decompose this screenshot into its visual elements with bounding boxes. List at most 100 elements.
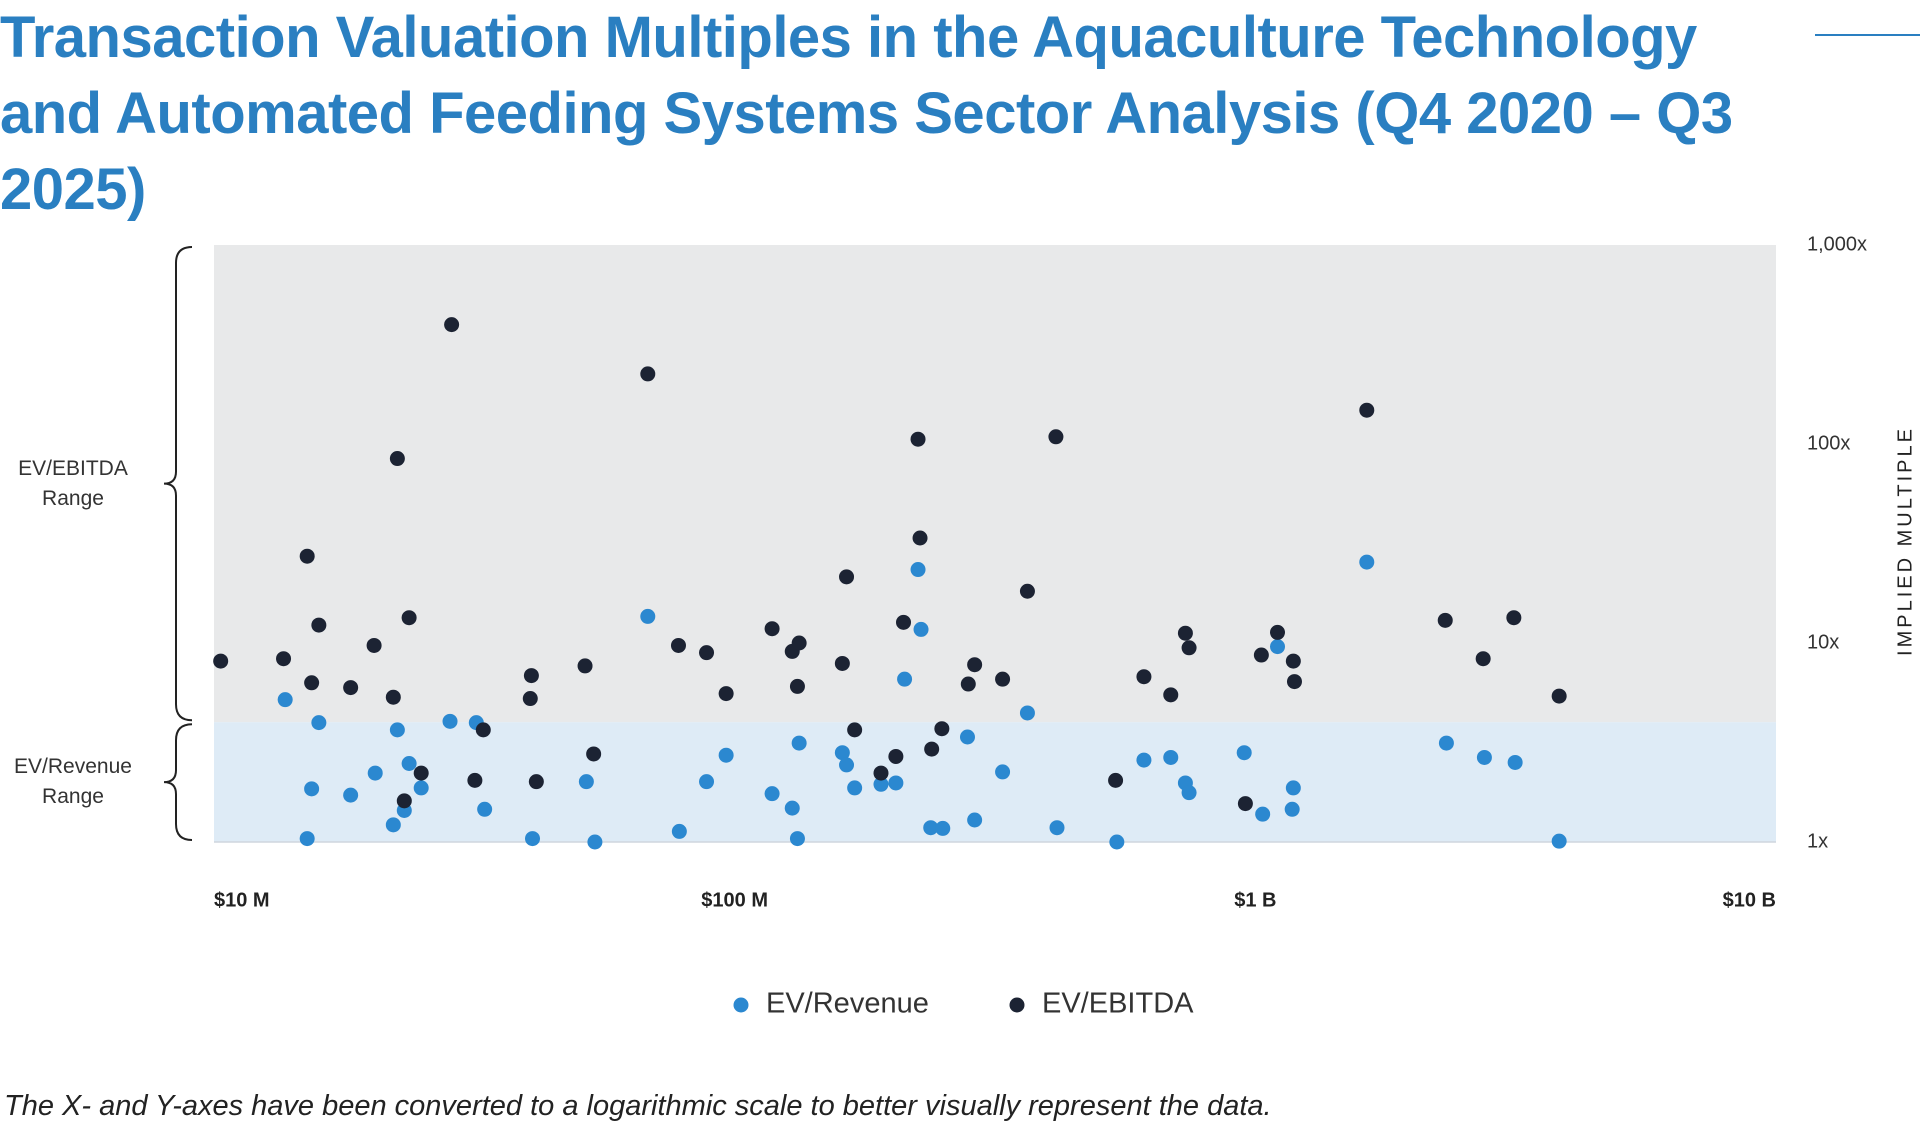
data-point (1506, 610, 1522, 626)
data-point (967, 812, 983, 828)
data-point (444, 317, 460, 333)
data-point (789, 678, 805, 694)
data-point (718, 747, 734, 763)
data-point (897, 671, 913, 687)
y-tick-label: 100x (1807, 432, 1850, 454)
y-tick-label: 10x (1807, 631, 1839, 653)
data-point (1181, 785, 1197, 801)
data-point (304, 781, 320, 797)
data-point (277, 692, 293, 708)
legend-label: EV/Revenue (766, 988, 929, 1020)
data-point (718, 686, 734, 702)
data-point (670, 637, 686, 653)
data-point (1236, 745, 1252, 761)
footnote: The X- and Y-axes have been converted to… (4, 1090, 1272, 1122)
legend-marker (733, 997, 749, 1013)
data-point (791, 735, 807, 751)
data-point (873, 765, 889, 781)
data-point (1359, 402, 1375, 418)
range-band (214, 245, 1776, 723)
data-point (311, 715, 327, 731)
data-point (1019, 583, 1035, 599)
data-point (276, 651, 292, 667)
data-point (888, 748, 904, 764)
data-point (995, 764, 1011, 780)
data-point (1286, 674, 1302, 690)
data-point (764, 786, 780, 802)
data-point (343, 787, 359, 803)
data-point (467, 772, 483, 788)
data-point (528, 774, 544, 790)
data-point (586, 746, 602, 762)
data-point (413, 765, 429, 781)
data-point (401, 610, 417, 626)
range-band (214, 722, 1776, 842)
data-point (1270, 639, 1286, 655)
data-point (413, 780, 429, 796)
data-point (389, 722, 405, 738)
legend-label: EV/EBITDA (1042, 988, 1194, 1020)
data-point (699, 645, 715, 661)
data-point (995, 671, 1011, 687)
data-point (385, 689, 401, 705)
data-point (1108, 772, 1124, 788)
data-point (475, 722, 491, 738)
data-point (967, 657, 983, 673)
data-point (442, 713, 458, 729)
data-point (789, 831, 805, 847)
data-point (1359, 554, 1375, 570)
data-point (1437, 612, 1453, 628)
data-point (935, 820, 951, 836)
data-point (304, 675, 320, 691)
data-point (311, 617, 327, 633)
x-tick-label: $100 M (701, 889, 768, 911)
data-point (1285, 780, 1301, 796)
data-point (577, 658, 593, 674)
data-point (847, 780, 863, 796)
y-axis-title: IMPLIED MULTIPLE (1894, 426, 1916, 656)
data-point (896, 614, 912, 630)
data-point (1285, 653, 1301, 669)
data-point (366, 637, 382, 653)
data-point (1019, 705, 1035, 721)
data-point (640, 608, 656, 624)
data-point (934, 721, 950, 737)
data-point (1163, 749, 1179, 765)
data-point (299, 831, 315, 847)
data-point (839, 757, 855, 773)
chart-title: Transaction Valuation Multiples in the A… (0, 5, 1733, 222)
data-point (764, 621, 780, 637)
data-point (1181, 640, 1197, 656)
data-point (1438, 735, 1454, 751)
data-point (913, 621, 929, 637)
data-point (924, 741, 940, 757)
data-point (784, 800, 800, 816)
data-point (1253, 647, 1269, 663)
data-point (1048, 429, 1064, 445)
data-point (959, 729, 975, 745)
data-point (888, 775, 904, 791)
range-brace (163, 723, 193, 841)
data-point (910, 562, 926, 578)
data-point (1507, 754, 1523, 770)
data-point (960, 676, 976, 692)
data-point (1284, 801, 1300, 817)
data-point (910, 431, 926, 447)
data-point (1049, 820, 1065, 836)
range-brace (163, 246, 193, 722)
data-point (525, 831, 541, 847)
data-point (522, 691, 538, 707)
data-point (791, 635, 807, 651)
data-point (1551, 833, 1567, 849)
data-point (699, 774, 715, 790)
data-point (1136, 752, 1152, 768)
data-point (1255, 806, 1271, 822)
data-point (912, 530, 928, 546)
data-point (1177, 625, 1193, 641)
data-point (839, 569, 855, 585)
data-point (847, 722, 863, 738)
data-point (389, 451, 405, 467)
data-point (1270, 624, 1286, 640)
data-point (343, 680, 359, 696)
